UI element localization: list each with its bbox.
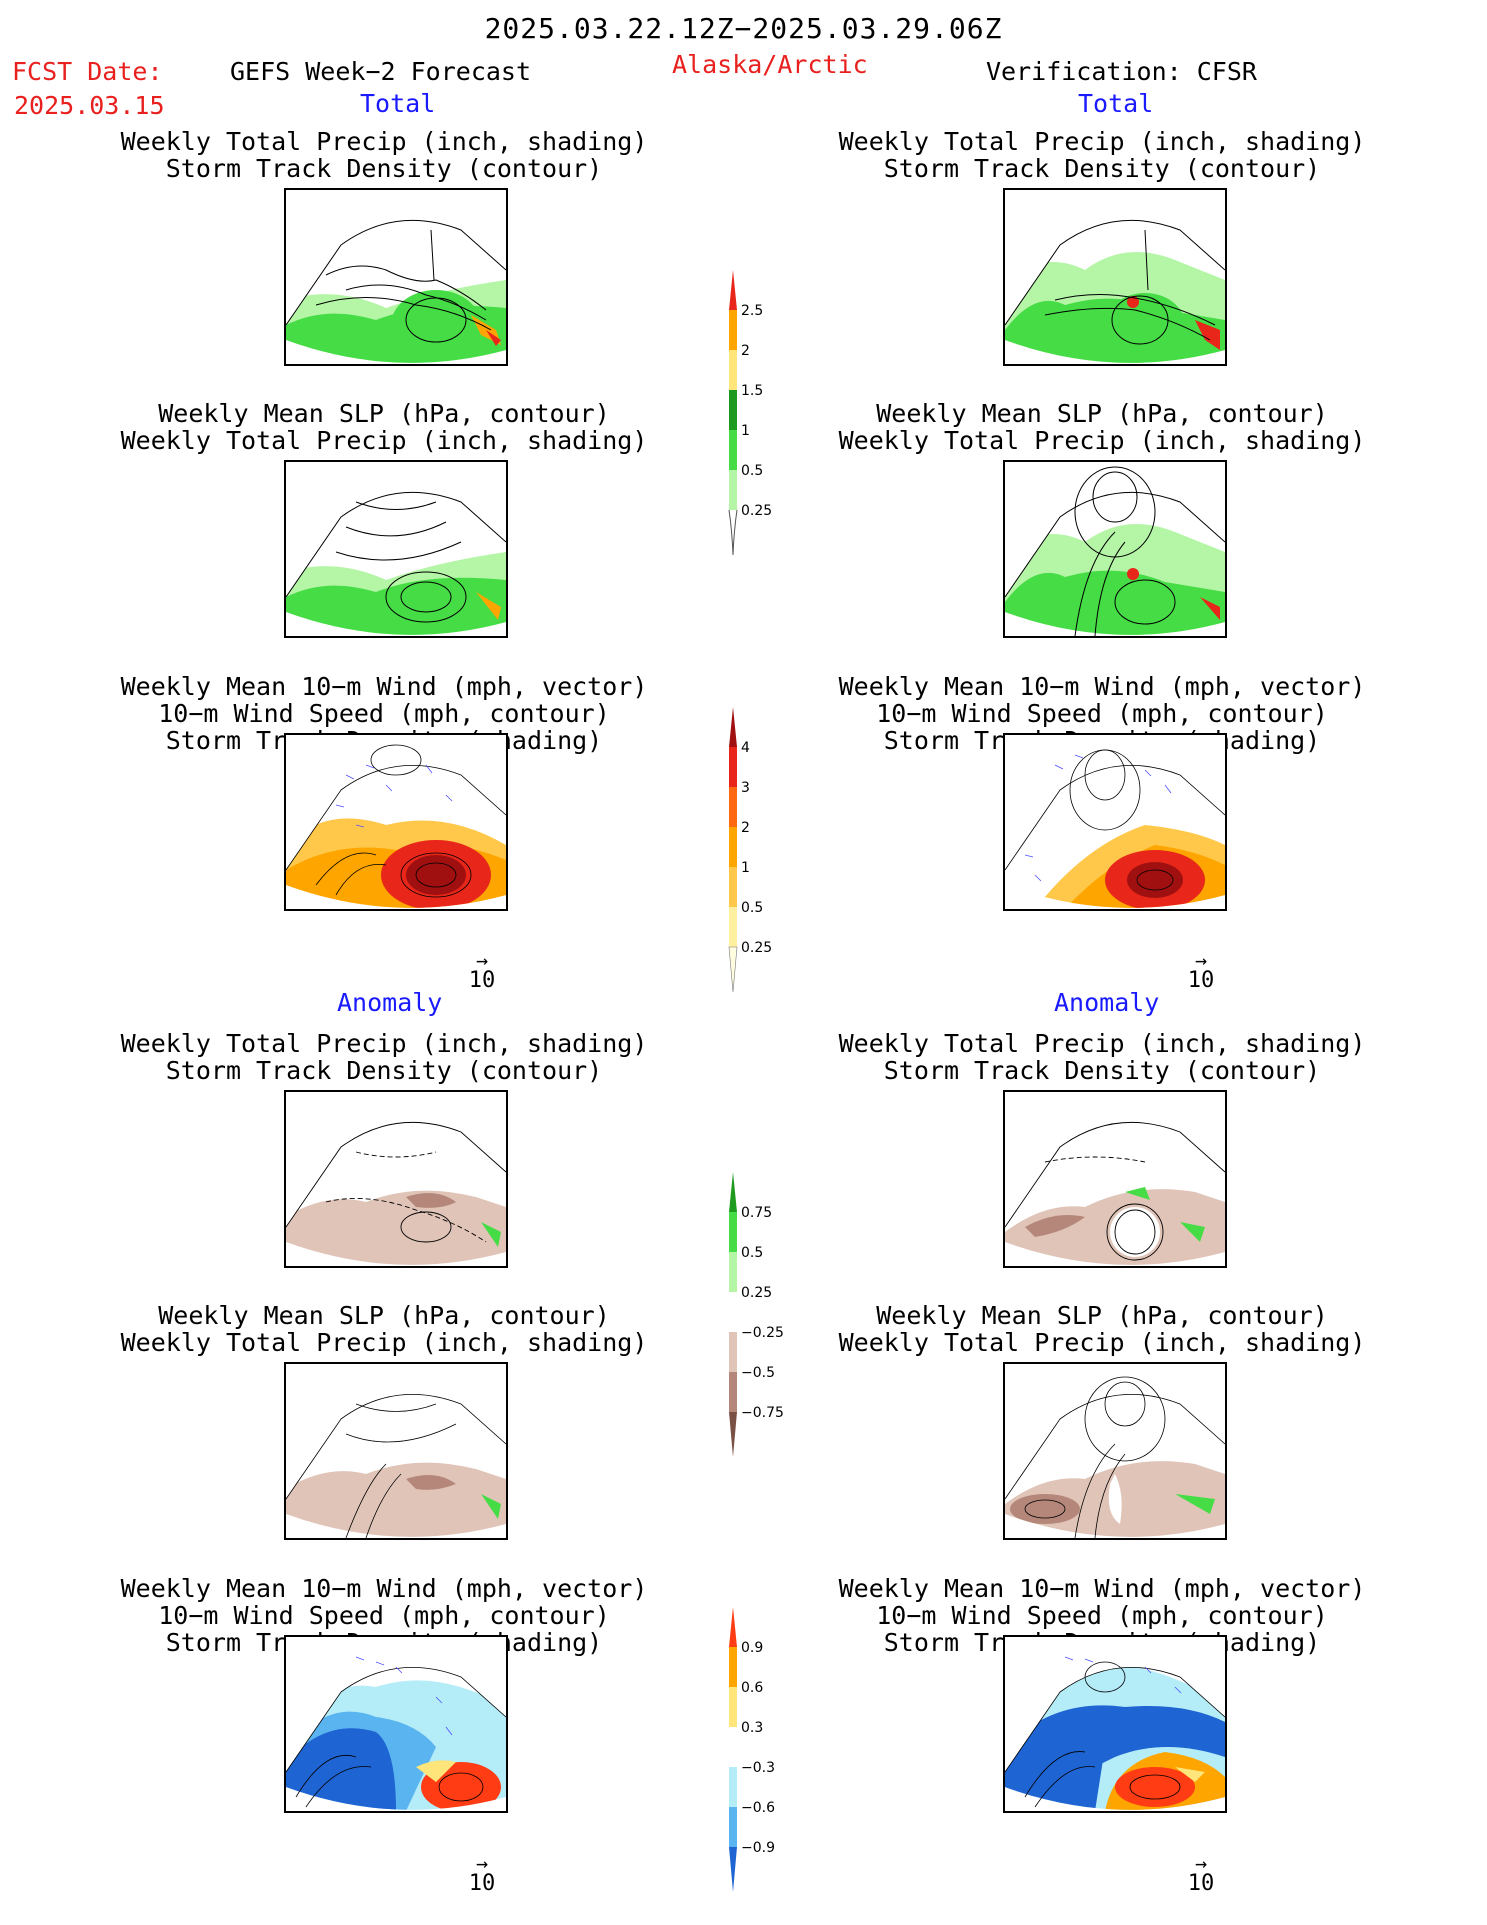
map-total-slp-precip-verification xyxy=(1003,460,1227,638)
cb-label: −0.75 xyxy=(741,1405,784,1421)
panel-title-slp-precip: Weekly Mean SLP (hPa, contour) Weekly Tot… xyxy=(838,1301,1366,1357)
arrow-right-icon: → xyxy=(475,1851,489,1875)
panel-title-slp-precip: Weekly Mean SLP (hPa, contour) Weekly Tot… xyxy=(120,1301,648,1357)
map-anomaly-wind-forecast xyxy=(284,1635,508,1813)
reference-vector-anomaly-left: → 10 xyxy=(462,1851,502,1896)
map-total-precip-track-forecast xyxy=(284,188,508,366)
cb-label: −0.6 xyxy=(741,1800,775,1816)
fcst-date-value: 2025.03.15 xyxy=(14,91,165,120)
arrow-right-icon: → xyxy=(475,948,489,972)
cb-label: 4 xyxy=(741,740,750,756)
model-title: GEFS Week−2 Forecast xyxy=(230,57,532,86)
section-total-left: Total xyxy=(360,89,436,118)
cb-label: 0.5 xyxy=(741,463,763,479)
panel-title-slp-precip: Weekly Mean SLP (hPa, contour) Weekly Tot… xyxy=(120,399,648,455)
cb-label: 0.9 xyxy=(741,1640,763,1656)
fcst-date-label: FCST Date: xyxy=(12,57,163,86)
map-anomaly-slp-precip-verification xyxy=(1003,1362,1227,1540)
section-anomaly-right: Anomaly xyxy=(1054,988,1160,1017)
map-total-slp-precip-forecast xyxy=(284,460,508,638)
cb-label: 0.5 xyxy=(741,1245,763,1261)
cb-label: 1 xyxy=(741,860,750,876)
cb-label: 0.75 xyxy=(741,1205,772,1221)
panel-title-precip-track: Weekly Total Precip (inch, shading) Storm… xyxy=(120,127,648,183)
cb-label: 0.25 xyxy=(741,940,772,956)
cb-label: 1 xyxy=(741,423,750,439)
cb-label: −0.9 xyxy=(741,1840,775,1856)
section-total-right: Total xyxy=(1078,89,1154,118)
panel-title-wind: Weekly Mean 10−m Wind (mph, vector) 10−m … xyxy=(120,672,648,755)
map-total-wind-forecast xyxy=(284,733,508,911)
cb-label: −0.5 xyxy=(741,1365,775,1381)
arrow-right-icon: → xyxy=(1194,1851,1208,1875)
map-anomaly-wind-verification xyxy=(1003,1635,1227,1813)
region-title: Alaska/Arctic xyxy=(672,50,868,79)
panel-title-wind: Weekly Mean 10−m Wind (mph, vector) 10−m … xyxy=(120,1574,648,1657)
colorbar-track-anomaly-svg: 0.9 0.6 0.3 −0.3 −0.6 −0.9 xyxy=(729,1607,775,1892)
colorbar-precip-anomaly-svg: 0.75 0.5 0.25 −0.25 −0.5 −0.75 xyxy=(729,1172,784,1457)
cb-label: 0.25 xyxy=(741,1285,772,1301)
reference-vector-total-right: → 10 xyxy=(1181,948,1221,993)
map-anomaly-precip-track-forecast xyxy=(284,1090,508,1268)
cb-label: 0.5 xyxy=(741,900,763,916)
reference-vector-total-left: → 10 xyxy=(462,948,502,993)
section-anomaly-left: Anomaly xyxy=(337,988,443,1017)
map-anomaly-precip-track-verification xyxy=(1003,1090,1227,1268)
cb-label: 2 xyxy=(741,343,750,359)
forecast-period-title: 2025.03.22.12Z−2025.03.29.06Z xyxy=(484,12,1003,45)
cb-label: 0.3 xyxy=(741,1720,763,1736)
cb-label: 2 xyxy=(741,820,750,836)
panel-title-precip-track: Weekly Total Precip (inch, shading) Storm… xyxy=(838,127,1366,183)
cb-label: 2.5 xyxy=(741,303,763,319)
cb-label: 1.5 xyxy=(741,383,763,399)
cb-label: 3 xyxy=(741,780,750,796)
map-total-precip-track-verification xyxy=(1003,188,1227,366)
cb-label: −0.25 xyxy=(741,1325,784,1341)
reference-vector-anomaly-right: → 10 xyxy=(1181,1851,1221,1896)
colorbar-track-total: 4 3 2 1 0.5 0.25 xyxy=(724,707,784,993)
colorbar-precip-anomaly: 0.75 0.5 0.25 −0.25 −0.5 −0.75 xyxy=(724,1172,794,1457)
colorbar-track-total-svg: 4 3 2 1 0.5 0.25 xyxy=(728,707,772,993)
cb-label: −0.3 xyxy=(741,1760,775,1776)
panel-title-slp-precip: Weekly Mean SLP (hPa, contour) Weekly Tot… xyxy=(838,399,1366,455)
colorbar-track-anomaly: 0.9 0.6 0.3 −0.3 −0.6 −0.9 xyxy=(724,1607,794,1892)
arrow-right-icon: → xyxy=(1194,948,1208,972)
cb-label: 0.25 xyxy=(741,503,772,519)
verification-title: Verification: CFSR xyxy=(986,57,1257,86)
colorbar-precip-total-svg: 2.5 2 1.5 1 0.5 0.25 xyxy=(728,270,772,556)
panel-title-precip-track: Weekly Total Precip (inch, shading) Storm… xyxy=(838,1029,1366,1085)
colorbar-precip-total: 2.5 2 1.5 1 0.5 0.25 xyxy=(724,270,784,556)
map-anomaly-slp-precip-forecast xyxy=(284,1362,508,1540)
map-total-wind-verification xyxy=(1003,733,1227,911)
panel-title-precip-track: Weekly Total Precip (inch, shading) Storm… xyxy=(120,1029,648,1085)
cb-label: 0.6 xyxy=(741,1680,763,1696)
